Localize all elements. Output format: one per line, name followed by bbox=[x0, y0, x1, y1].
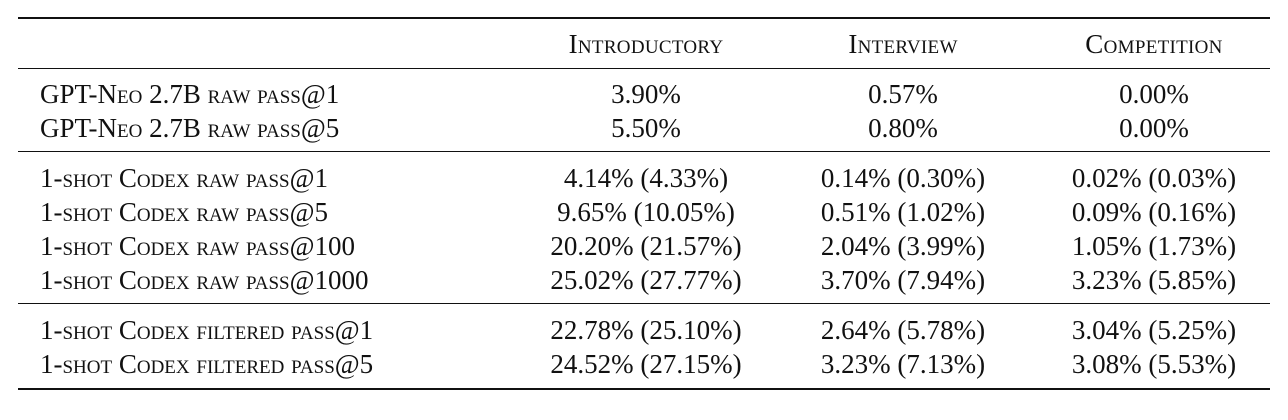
cell-introductory: 5.50% bbox=[611, 113, 681, 143]
row-label: 1-shot Codex raw pass@100 bbox=[40, 231, 355, 261]
cell-introductory: 9.65% (10.05%) bbox=[557, 197, 735, 227]
cell-interview: 0.51% (1.02%) bbox=[820, 197, 986, 227]
header-interview: Interview bbox=[848, 29, 958, 59]
cell-competition: 3.04% (5.25%) bbox=[1071, 315, 1237, 345]
cell-competition: 3.08% (5.53%) bbox=[1071, 349, 1237, 379]
cell-interview: 0.14% (0.30%) bbox=[820, 163, 986, 193]
cell-introductory: 4.14% (4.33%) bbox=[563, 163, 729, 193]
cell-introductory: 25.02% (27.77%) bbox=[550, 265, 742, 295]
cell-competition: 0.09% (0.16%) bbox=[1071, 197, 1237, 227]
row-label: 1-shot Codex raw pass@5 bbox=[40, 197, 328, 227]
cell-interview: 2.64% (5.78%) bbox=[820, 315, 986, 345]
cell-competition: 3.23% (5.85%) bbox=[1071, 265, 1237, 295]
header-rule bbox=[18, 68, 1270, 69]
row-label: GPT-Neo 2.7B raw pass@1 bbox=[40, 79, 340, 109]
row-label: 1-shot Codex raw pass@1 bbox=[40, 163, 328, 193]
bottom-rule bbox=[18, 388, 1270, 390]
cell-competition: 0.00% bbox=[1119, 79, 1189, 109]
cell-competition: 0.00% bbox=[1119, 113, 1189, 143]
cell-interview: 3.23% (7.13%) bbox=[820, 349, 986, 379]
cell-introductory: 3.90% bbox=[611, 79, 681, 109]
cell-interview: 2.04% (3.99%) bbox=[820, 231, 986, 261]
cell-interview: 3.70% (7.94%) bbox=[820, 265, 986, 295]
row-label: GPT-Neo 2.7B raw pass@5 bbox=[40, 113, 340, 143]
row-label: 1-shot Codex filtered pass@1 bbox=[40, 315, 374, 345]
top-rule bbox=[18, 17, 1270, 19]
cell-introductory: 24.52% (27.15%) bbox=[550, 349, 742, 379]
group-rule-1 bbox=[18, 151, 1270, 152]
row-label: 1-shot Codex filtered pass@5 bbox=[40, 349, 374, 379]
cell-interview: 0.80% bbox=[868, 113, 938, 143]
header-introductory: Introductory bbox=[568, 29, 724, 59]
cell-introductory: 20.20% (21.57%) bbox=[550, 231, 742, 261]
cell-competition: 0.02% (0.03%) bbox=[1071, 163, 1237, 193]
row-label: 1-shot Codex raw pass@1000 bbox=[40, 265, 369, 295]
header-competition: Competition bbox=[1085, 29, 1223, 59]
cell-introductory: 22.78% (25.10%) bbox=[550, 315, 742, 345]
cell-interview: 0.57% bbox=[868, 79, 938, 109]
group-rule-2 bbox=[18, 303, 1270, 304]
cell-competition: 1.05% (1.73%) bbox=[1071, 231, 1237, 261]
